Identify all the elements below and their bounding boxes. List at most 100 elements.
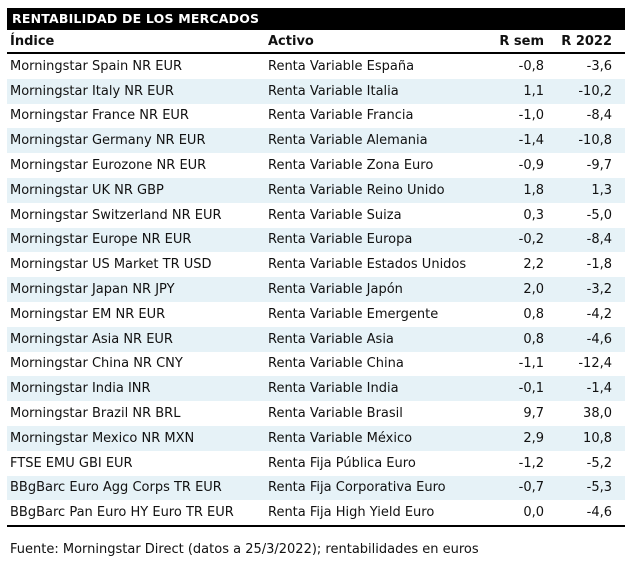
cell-r-sem: 2,9 [523, 430, 544, 446]
table-row: Morningstar India INR Renta Variable Ind… [7, 376, 625, 402]
cell-activo: Renta Variable Zona Euro [268, 158, 434, 174]
table-row: Morningstar Japan NR JPY Renta Variable … [7, 277, 625, 302]
cell-r-2022: -9,7 [586, 158, 612, 174]
cell-r-2022: 38,0 [583, 406, 612, 422]
cell-r-2022: -4,6 [586, 331, 612, 347]
cell-r-2022: -1,4 [586, 381, 612, 397]
cell-r-sem: 1,1 [523, 83, 544, 99]
cell-indice: Morningstar Germany NR EUR [10, 133, 206, 149]
cell-activo: Renta Variable España [268, 58, 415, 74]
cell-indice: Morningstar Brazil NR BRL [10, 406, 181, 422]
cell-activo: Renta Variable Brasil [268, 406, 403, 422]
cell-activo: Renta Variable China [268, 356, 404, 372]
table-row: FTSE EMU GBI EUR Renta Fija Pública Euro… [7, 450, 625, 476]
cell-r-2022: 10,8 [583, 430, 612, 446]
table-row: Morningstar Eurozone NR EUR Renta Variab… [7, 153, 625, 178]
cell-indice: Morningstar Switzerland NR EUR [10, 207, 222, 223]
cell-r-sem: -1,1 [518, 356, 544, 372]
cell-activo: Renta Fija Corporativa Euro [268, 480, 446, 496]
table-row: Morningstar Switzerland NR EUR Renta Var… [7, 202, 625, 228]
table-row: Morningstar UK NR GBP Renta Variable Rei… [7, 177, 625, 203]
source-note: Fuente: Morningstar Direct (datos a 25/3… [10, 542, 479, 558]
cell-activo: Renta Variable Alemania [268, 133, 428, 149]
cell-r-sem: -0,7 [518, 480, 544, 496]
column-header-indice: Índice [10, 33, 55, 49]
table-row: Morningstar Italy NR EUR Renta Variable … [7, 78, 625, 104]
table-row: Morningstar Asia NR EUR Renta Variable A… [7, 326, 625, 352]
cell-r-sem: 0,8 [523, 306, 544, 322]
cell-indice: Morningstar China NR CNY [10, 356, 183, 372]
cell-r-2022: 1,3 [591, 182, 612, 198]
column-header-r-2022: R 2022 [561, 33, 612, 49]
cell-r-sem: -0,2 [518, 232, 544, 248]
cell-activo: Renta Variable Francia [268, 108, 414, 124]
cell-r-sem: 1,8 [523, 182, 544, 198]
cell-r-sem: -0,1 [518, 381, 544, 397]
cell-indice: Morningstar France NR EUR [10, 108, 189, 124]
column-header-r-sem: R sem [499, 33, 544, 49]
cell-r-sem: -1,2 [518, 455, 544, 471]
cell-activo: Renta Variable Suiza [268, 207, 402, 223]
cell-r-sem: -1,4 [518, 133, 544, 149]
cell-activo: Renta Fija High Yield Euro [268, 505, 435, 521]
cell-indice: Morningstar India INR [10, 381, 151, 397]
cell-r-2022: -5,3 [586, 480, 612, 496]
cell-r-2022: -10,2 [578, 83, 612, 99]
cell-indice: Morningstar US Market TR USD [10, 257, 212, 273]
table-row: BBgBarc Euro Agg Corps TR EUR Renta Fija… [7, 475, 625, 501]
cell-indice: BBgBarc Euro Agg Corps TR EUR [10, 480, 222, 496]
cell-activo: Renta Variable México [268, 430, 413, 446]
cell-r-2022: -4,2 [586, 306, 612, 322]
cell-r-sem: 2,0 [523, 282, 544, 298]
cell-r-2022: -8,4 [586, 108, 612, 124]
cell-indice: Morningstar Japan NR JPY [10, 282, 175, 298]
cell-r-2022: -5,2 [586, 455, 612, 471]
table-row: Morningstar Germany NR EUR Renta Variabl… [7, 128, 625, 154]
table-row: Morningstar Brazil NR BRL Renta Variable… [7, 401, 625, 426]
cell-r-sem: 0,3 [523, 207, 544, 223]
cell-activo: Renta Variable Asia [268, 331, 394, 347]
table-row: Morningstar Spain NR EUR Renta Variable … [7, 54, 625, 79]
cell-activo: Renta Variable India [268, 381, 399, 397]
report-title: RENTABILIDAD DE LOS MERCADOS [7, 8, 625, 30]
table-row: Morningstar EM NR EUR Renta Variable Eme… [7, 301, 625, 327]
table-row: Morningstar Mexico NR MXN Renta Variable… [7, 425, 625, 451]
cell-r-2022: -3,6 [586, 58, 612, 74]
cell-activo: Renta Variable Emergente [268, 306, 439, 322]
cell-r-2022: -12,4 [578, 356, 612, 372]
cell-r-2022: -4,6 [586, 505, 612, 521]
cell-activo: Renta Variable Japón [268, 282, 403, 298]
cell-indice: Morningstar Europe NR EUR [10, 232, 192, 248]
cell-r-sem: -1,0 [518, 108, 544, 124]
cell-r-2022: -10,8 [578, 133, 612, 149]
cell-indice: Morningstar Mexico NR MXN [10, 430, 195, 446]
cell-r-sem: -0,8 [518, 58, 544, 74]
cell-indice: FTSE EMU GBI EUR [10, 455, 133, 471]
cell-activo: Renta Variable Estados Unidos [268, 257, 467, 273]
cell-indice: Morningstar Eurozone NR EUR [10, 158, 207, 174]
cell-r-sem: 9,7 [523, 406, 544, 422]
cell-indice: Morningstar UK NR GBP [10, 182, 164, 198]
table-row: Morningstar France NR EUR Renta Variable… [7, 103, 625, 129]
cell-indice: Morningstar EM NR EUR [10, 306, 166, 322]
cell-indice: Morningstar Spain NR EUR [10, 58, 183, 74]
cell-activo: Renta Variable Italia [268, 83, 399, 99]
markets-returns-report: RENTABILIDAD DE LOS MERCADOS Índice Acti… [7, 8, 625, 557]
cell-r-sem: -0,9 [518, 158, 544, 174]
cell-r-2022: -3,2 [586, 282, 612, 298]
cell-r-sem: 0,8 [523, 331, 544, 347]
cell-indice: BBgBarc Pan Euro HY Euro TR EUR [10, 505, 234, 521]
table-row: Morningstar Europe NR EUR Renta Variable… [7, 227, 625, 253]
table-row: Morningstar China NR CNY Renta Variable … [7, 351, 625, 377]
table-body: Morningstar Spain NR EUR Renta Variable … [7, 54, 625, 528]
cell-activo: Renta Variable Europa [268, 232, 413, 248]
table-header-row: Índice Activo R sem R 2022 [7, 30, 625, 54]
cell-activo: Renta Fija Pública Euro [268, 455, 416, 471]
cell-r-2022: -1,8 [586, 257, 612, 273]
cell-indice: Morningstar Asia NR EUR [10, 331, 173, 347]
cell-indice: Morningstar Italy NR EUR [10, 83, 174, 99]
cell-r-2022: -8,4 [586, 232, 612, 248]
table-row: Morningstar US Market TR USD Renta Varia… [7, 252, 625, 278]
cell-activo: Renta Variable Reino Unido [268, 182, 445, 198]
column-header-activo: Activo [268, 33, 314, 49]
